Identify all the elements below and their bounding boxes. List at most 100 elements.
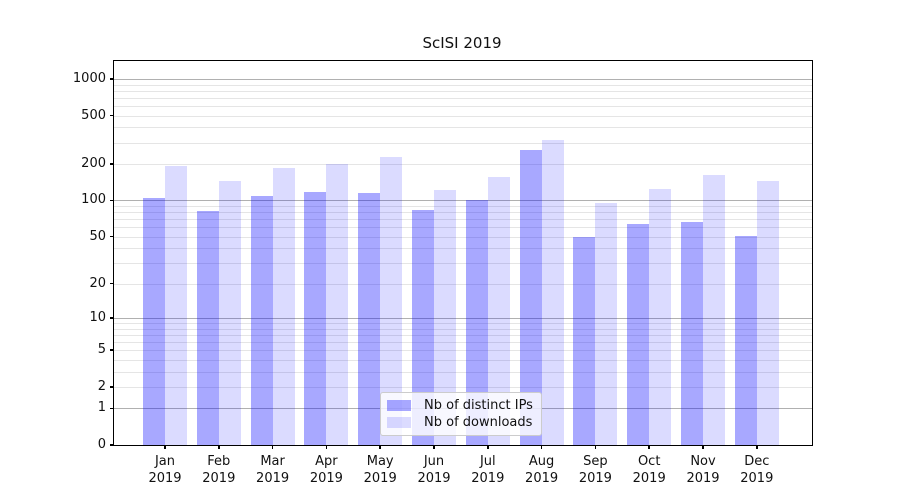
x-axis-tick-label: Dec 2019 xyxy=(727,453,787,487)
bar-downloads xyxy=(380,156,403,445)
x-label-year: 2019 xyxy=(578,471,612,486)
minor-gridline xyxy=(114,236,812,238)
x-axis-tick-label: Jun 2019 xyxy=(404,453,464,487)
y-axis-tick-label: 100 xyxy=(81,192,106,208)
x-axis-tick xyxy=(594,445,597,449)
bar-distinct-ips xyxy=(412,209,434,445)
y-axis-tick xyxy=(110,386,114,388)
y-axis-tick xyxy=(110,114,114,117)
bar-downloads xyxy=(541,140,564,445)
bar-downloads xyxy=(595,202,618,445)
x-label-year: 2019 xyxy=(417,471,451,486)
x-axis-tick xyxy=(271,445,274,449)
x-axis-tick-label: Jan 2019 xyxy=(135,453,195,487)
minor-gridline xyxy=(114,90,812,92)
x-label-month: Mar xyxy=(260,454,285,469)
minor-gridline xyxy=(114,341,812,343)
bar-distinct-ips xyxy=(519,149,542,445)
bar-downloads xyxy=(756,180,779,445)
x-label-month: Dec xyxy=(744,454,770,469)
minor-gridline xyxy=(114,219,812,221)
y-axis-tick-label: 10 xyxy=(89,309,106,325)
legend-item-downloads: Nb of downloads xyxy=(387,414,535,431)
x-axis-tick-label: Feb 2019 xyxy=(189,453,249,487)
x-label-month: Jun xyxy=(423,454,445,469)
y-axis-tick xyxy=(110,407,114,410)
x-label-month: Feb xyxy=(207,454,231,469)
x-axis-tick-label: Apr 2019 xyxy=(296,453,356,487)
minor-gridline xyxy=(114,350,812,352)
bar-downloads xyxy=(326,164,349,445)
x-label-month: Aug xyxy=(528,454,555,469)
legend-label-distinct-ips: Nb of distinct IPs xyxy=(424,398,533,413)
x-axis-tick xyxy=(540,445,543,449)
legend-swatch-downloads xyxy=(387,417,411,428)
bar-distinct-ips xyxy=(143,198,165,445)
minor-gridline xyxy=(114,359,812,361)
x-label-month: Apr xyxy=(315,454,338,469)
bar-distinct-ips xyxy=(681,222,703,445)
minor-gridline xyxy=(114,371,812,373)
legend: Nb of distinct IPs Nb of downloads xyxy=(380,392,542,436)
x-label-month: Oct xyxy=(637,454,661,469)
x-axis-tick-label: Aug 2019 xyxy=(512,453,572,487)
bar-downloads xyxy=(165,166,187,445)
x-axis-tick xyxy=(702,445,704,449)
x-label-year: 2019 xyxy=(686,471,720,486)
x-label-month: Jan xyxy=(154,454,176,469)
bar-downloads xyxy=(434,190,456,445)
x-axis-tick xyxy=(164,445,166,449)
minor-gridline xyxy=(114,205,812,207)
y-axis-tick xyxy=(110,282,114,285)
bar-distinct-ips xyxy=(196,210,219,445)
plot-area: 1000 500 200 100 50 20 10 5 2 1 0 Jan 2019 Feb 2019 Mar… xyxy=(73,60,813,486)
minor-gridline xyxy=(114,105,812,107)
y-axis-tick xyxy=(110,235,114,238)
minor-gridline xyxy=(114,84,812,86)
y-axis-tick-label: 200 xyxy=(81,156,106,171)
x-label-year: 2019 xyxy=(471,471,505,486)
y-axis-tick-label: 5 xyxy=(97,342,106,358)
y-axis-tick-label: 20 xyxy=(89,275,106,291)
x-label-month: Sep xyxy=(583,454,608,469)
x-axis-tick xyxy=(648,445,650,449)
minor-gridline xyxy=(114,127,812,129)
x-label-year: 2019 xyxy=(309,471,343,486)
x-axis-tick-label: May 2019 xyxy=(350,453,410,487)
x-label-year: 2019 xyxy=(363,471,397,486)
y-axis-tick xyxy=(110,444,114,446)
minor-gridline xyxy=(114,227,812,229)
x-axis-tick xyxy=(433,445,435,449)
bar-distinct-ips xyxy=(358,193,381,445)
y-axis-tick xyxy=(110,317,114,319)
minor-gridline xyxy=(114,283,812,285)
chart-title: ScISI 2019 xyxy=(422,34,502,52)
x-label-year: 2019 xyxy=(740,471,774,486)
minor-gridline xyxy=(114,334,812,336)
bar-downloads xyxy=(703,175,725,445)
y-axis-tick-label: 2 xyxy=(97,378,106,394)
bar-distinct-ips xyxy=(465,200,488,445)
y-axis-tick-label: 0 xyxy=(97,437,106,452)
x-label-year: 2019 xyxy=(632,471,666,486)
minor-gridline xyxy=(114,164,812,165)
bar-distinct-ips xyxy=(304,192,327,445)
minor-gridline xyxy=(114,248,812,250)
x-axis-tick xyxy=(218,445,220,449)
major-gridline xyxy=(114,78,812,80)
legend-swatch-distinct-ips xyxy=(387,400,411,411)
minor-gridline xyxy=(114,115,812,117)
x-axis-tick xyxy=(325,445,328,449)
x-axis-tick xyxy=(379,445,381,449)
bar-distinct-ips xyxy=(734,235,757,445)
bar-distinct-ips xyxy=(627,223,650,445)
bar-downloads xyxy=(272,168,295,445)
legend-item-distinct-ips: Nb of distinct IPs xyxy=(387,397,535,414)
y-axis-tick-label: 500 xyxy=(81,107,106,123)
minor-gridline xyxy=(114,263,812,265)
x-label-year: 2019 xyxy=(202,471,236,486)
x-axis-tick-label: Jul 2019 xyxy=(458,453,518,487)
minor-gridline xyxy=(114,323,812,324)
y-axis-tick-label: 1 xyxy=(97,400,106,416)
